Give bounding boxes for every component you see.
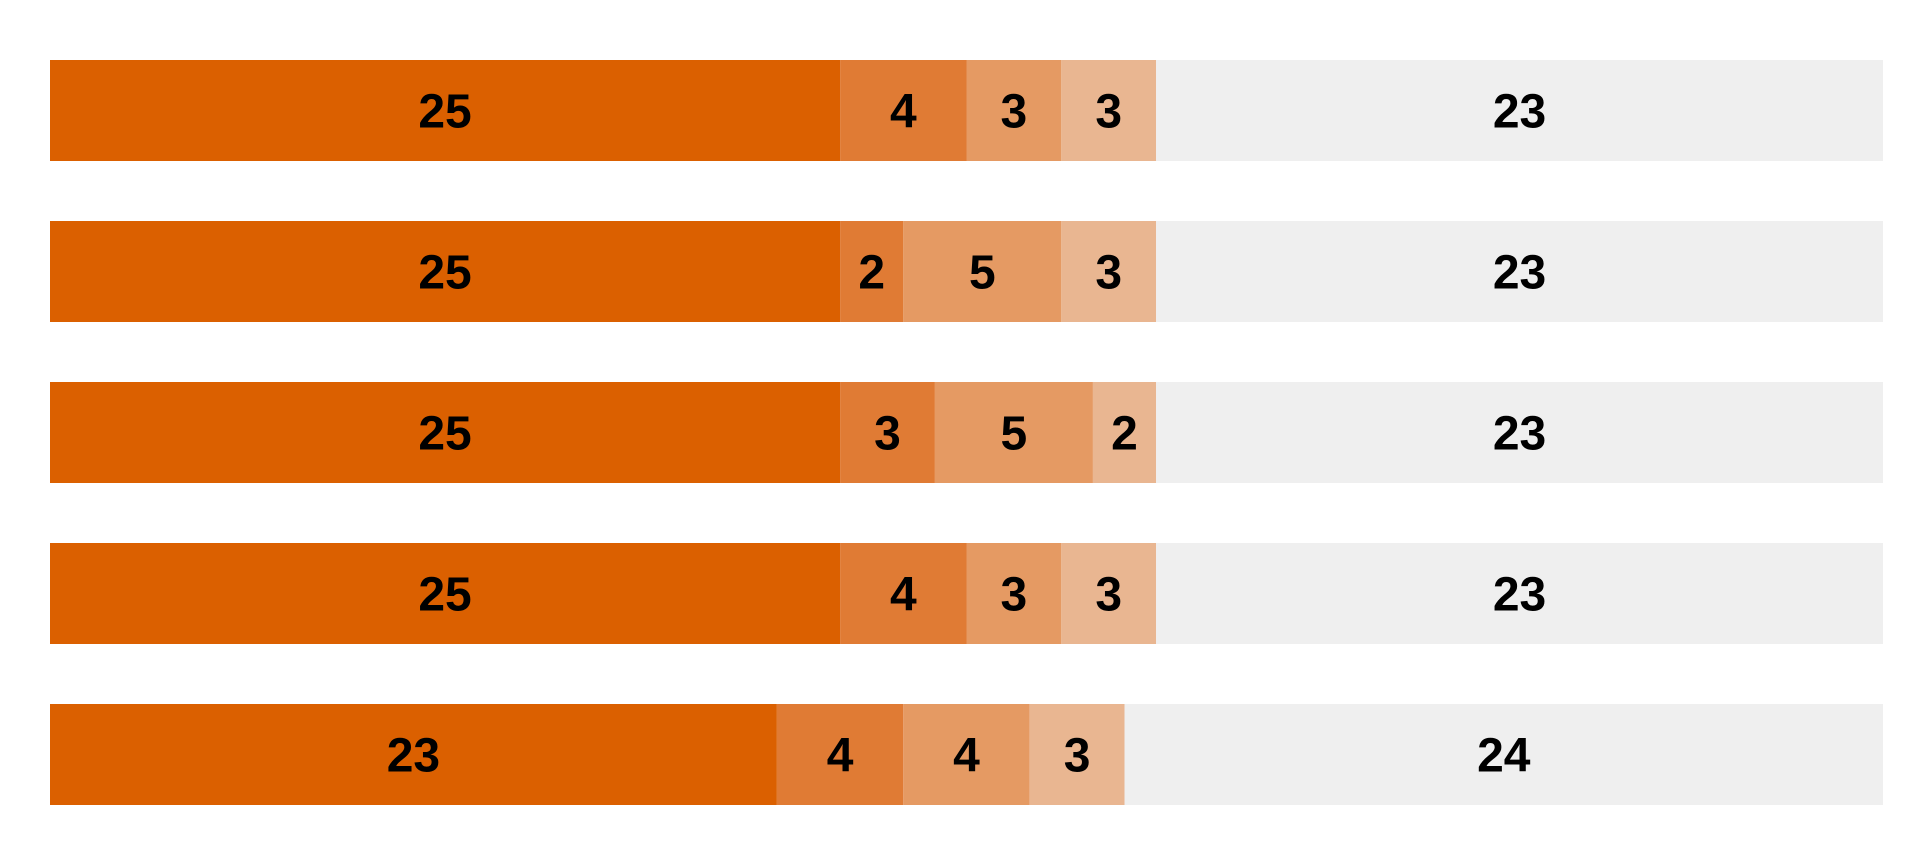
bar-row-5: 23 4 4 3 24 bbox=[50, 704, 1883, 805]
data-label-r4-s1: 25 bbox=[418, 569, 471, 622]
bar-segment-r1-s2 bbox=[840, 60, 967, 161]
bar-segment-r1-s3 bbox=[966, 60, 1062, 161]
data-label-r5-s3: 4 bbox=[953, 730, 980, 783]
data-label-r3-s2: 3 bbox=[874, 408, 901, 461]
data-label-r1-s1: 25 bbox=[418, 86, 471, 139]
bar-segment-r2-s2 bbox=[840, 221, 904, 322]
data-label-r1-s3: 3 bbox=[1001, 86, 1028, 139]
data-label-r4-s2: 4 bbox=[890, 569, 917, 622]
bar-segment-r3-s3 bbox=[934, 382, 1093, 483]
data-label-r5-s4: 3 bbox=[1064, 730, 1091, 783]
bar-segment-r1-s1 bbox=[50, 60, 841, 161]
bar-segment-r2-s3 bbox=[903, 221, 1062, 322]
bar-segment-r4-s4 bbox=[1061, 543, 1157, 644]
data-label-r4-s3: 3 bbox=[1001, 569, 1028, 622]
data-label-r1-s2: 4 bbox=[890, 86, 917, 139]
bar-segment-r2-s1 bbox=[50, 221, 841, 322]
bar-segment-r4-s1 bbox=[50, 543, 841, 644]
data-label-r2-s4: 3 bbox=[1095, 247, 1122, 300]
data-label-r5-s5: 24 bbox=[1477, 730, 1531, 783]
data-label-r1-s4: 3 bbox=[1095, 86, 1122, 139]
bar-segment-r5-s2 bbox=[776, 704, 904, 805]
data-label-r2-s2: 2 bbox=[858, 247, 885, 300]
data-label-r2-s3: 5 bbox=[969, 247, 996, 300]
bar-row-2: 25 2 5 3 23 bbox=[50, 221, 1883, 322]
bar-row-4: 25 4 3 3 23 bbox=[50, 543, 1883, 644]
bar-segment-r1-s5 bbox=[1156, 60, 1883, 161]
data-label-r3-s1: 25 bbox=[418, 408, 471, 461]
bar-segment-r4-s5 bbox=[1156, 543, 1883, 644]
bar-row-3: 25 3 5 2 23 bbox=[50, 382, 1883, 483]
data-label-r4-s5: 23 bbox=[1493, 569, 1546, 622]
bar-segment-r1-s4 bbox=[1061, 60, 1157, 161]
bar-segment-r5-s1 bbox=[50, 704, 777, 805]
bar-segment-r2-s5 bbox=[1156, 221, 1883, 322]
bar-segment-r5-s3 bbox=[903, 704, 1030, 805]
data-label-r3-s3: 5 bbox=[1001, 408, 1028, 461]
bar-segment-r5-s5 bbox=[1124, 704, 1883, 805]
bar-segment-r4-s2 bbox=[840, 543, 967, 644]
bar-segment-r3-s4 bbox=[1092, 382, 1157, 483]
data-label-r2-s1: 25 bbox=[418, 247, 471, 300]
data-label-r5-s1: 23 bbox=[387, 730, 440, 783]
data-label-r5-s2: 4 bbox=[827, 730, 854, 783]
bar-row-1: 25 4 3 3 23 bbox=[50, 60, 1883, 161]
bar-segment-r3-s5 bbox=[1156, 382, 1883, 483]
data-label-r4-s4: 3 bbox=[1095, 569, 1122, 622]
bar-segment-r3-s2 bbox=[840, 382, 935, 483]
data-label-r2-s5: 23 bbox=[1493, 247, 1546, 300]
data-label-r3-s5: 23 bbox=[1493, 408, 1546, 461]
bar-segment-r2-s4 bbox=[1061, 221, 1157, 322]
data-label-r1-s5: 23 bbox=[1493, 86, 1546, 139]
bar-segment-r4-s3 bbox=[966, 543, 1062, 644]
bar-segment-r3-s1 bbox=[50, 382, 841, 483]
bar-segment-r5-s4 bbox=[1029, 704, 1125, 805]
data-label-r3-s4: 2 bbox=[1111, 408, 1138, 461]
